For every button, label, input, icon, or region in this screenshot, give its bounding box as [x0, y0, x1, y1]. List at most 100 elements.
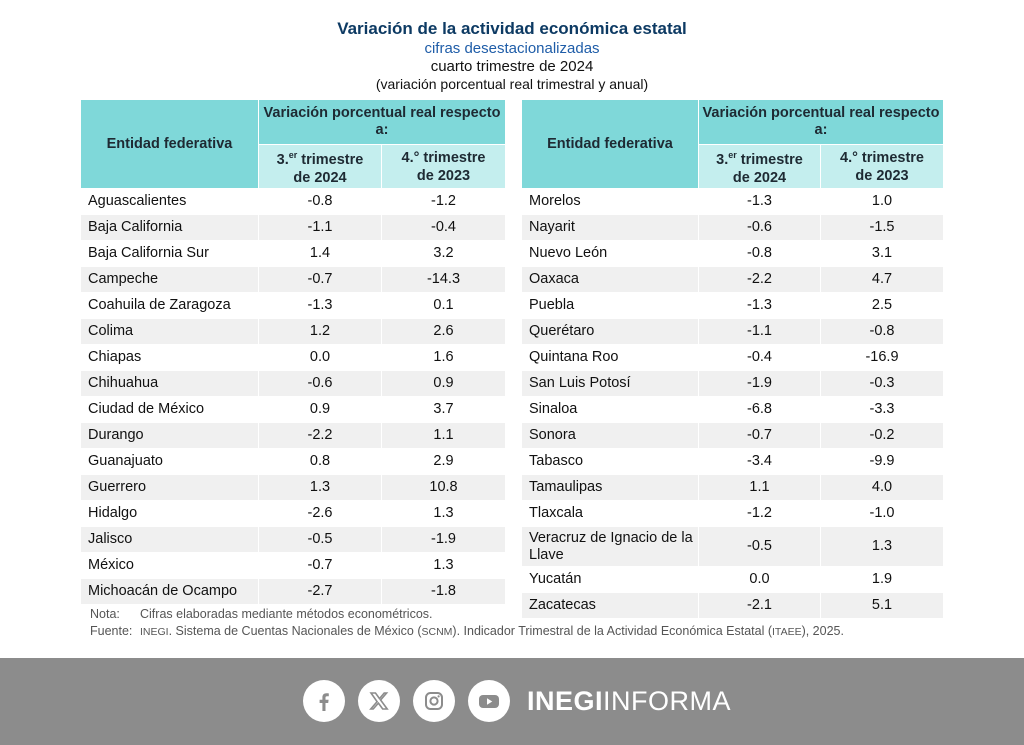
- annual-change: -1.0: [819, 500, 945, 527]
- annual-change: 1.3: [380, 552, 507, 579]
- table-row: Ciudad de México 0.9 3.7: [80, 396, 507, 423]
- table-row: Campeche -0.7 -14.3: [80, 266, 507, 293]
- state-name: Yucatán: [521, 566, 699, 593]
- left-table-body: Aguascalientes -0.8 -1.2 Baja California -1.…: [80, 188, 507, 605]
- x-icon[interactable]: [358, 680, 400, 722]
- state-name: Ciudad de México: [80, 396, 259, 423]
- entity-header: Entidad federativa: [80, 99, 259, 189]
- facebook-icon[interactable]: [303, 680, 345, 722]
- annual-change: -1.2: [380, 188, 507, 215]
- notes-block: Nota: Cifras elaboradas mediante métodos …: [90, 606, 844, 641]
- quarterly-change: 1.3: [258, 474, 382, 501]
- table-row: Chiapas 0.0 1.6: [80, 344, 507, 371]
- entity-header: Entidad federativa: [521, 99, 699, 189]
- table-row: Oaxaca -2.2 4.7: [521, 266, 945, 293]
- state-name: Jalisco: [80, 526, 259, 553]
- annual-change: 1.9: [819, 566, 945, 593]
- table-row: San Luis Potosí -1.9 -0.3: [521, 370, 945, 397]
- table-row: Puebla -1.3 2.5: [521, 292, 945, 319]
- table-row: Guanajuato 0.8 2.9: [80, 448, 507, 475]
- source-label: Fuente:: [90, 624, 133, 638]
- table-row: Colima 1.2 2.6: [80, 318, 507, 345]
- annual-change: -0.2: [819, 422, 945, 449]
- state-name: Guerrero: [80, 474, 259, 501]
- state-name: Colima: [80, 318, 259, 345]
- instagram-icon[interactable]: [413, 680, 455, 722]
- table-row: Hidalgo -2.6 1.3: [80, 500, 507, 527]
- table-row: Sonora -0.7 -0.2: [521, 422, 945, 449]
- note-text: Cifras elaboradas mediante métodos econo…: [140, 607, 433, 621]
- right-table: Entidad federativa Variación porcentual …: [521, 99, 945, 619]
- state-name: Coahuila de Zaragoza: [80, 292, 259, 319]
- quarterly-change: -0.7: [698, 422, 821, 449]
- annual-change: 2.5: [819, 292, 945, 319]
- table-row: Querétaro -1.1 -0.8: [521, 318, 945, 345]
- annual-change: 5.1: [819, 592, 945, 619]
- table-row: Chihuahua -0.6 0.9: [80, 370, 507, 397]
- quarterly-change: 1.2: [258, 318, 382, 345]
- state-name: Nayarit: [521, 214, 699, 241]
- quarterly-change: -2.6: [258, 500, 382, 527]
- annual-change: 4.0: [819, 474, 945, 501]
- quarterly-change: 0.8: [258, 448, 382, 475]
- annual-change: 2.6: [380, 318, 507, 345]
- quarterly-change: -0.7: [258, 552, 382, 579]
- quarterly-change: 0.9: [258, 396, 382, 423]
- quarterly-change: -0.8: [258, 188, 382, 215]
- annual-change: 0.1: [380, 292, 507, 319]
- quarterly-change: -0.5: [698, 526, 821, 567]
- quarterly-change: -0.6: [258, 370, 382, 397]
- table-row: Baja California -1.1 -0.4: [80, 214, 507, 241]
- annual-header: 4.° trimestre de 2023: [819, 144, 945, 189]
- quarterly-change: -1.1: [698, 318, 821, 345]
- state-name: Puebla: [521, 292, 699, 319]
- state-name: Chihuahua: [80, 370, 259, 397]
- quarterly-change: -0.5: [258, 526, 382, 553]
- annual-change: -9.9: [819, 448, 945, 475]
- annual-change: -3.3: [819, 396, 945, 423]
- annual-change: 1.6: [380, 344, 507, 371]
- brand-logo: INEGIINFORMA: [527, 685, 732, 716]
- page-subtitle: cifras desestacionalizadas: [424, 40, 600, 57]
- table-row: Yucatán 0.0 1.9: [521, 566, 945, 593]
- state-name: Sinaloa: [521, 396, 699, 423]
- annual-change: 0.9: [380, 370, 507, 397]
- annual-change: 1.3: [819, 526, 945, 567]
- variation-header: Variación porcentual real respecto a:: [697, 99, 945, 145]
- state-name: Hidalgo: [80, 500, 259, 527]
- state-name: Querétaro: [521, 318, 699, 345]
- table-row: Michoacán de Ocampo -2.7 -1.8: [80, 578, 507, 605]
- period-label: cuarto trimestre de 2024: [430, 58, 594, 75]
- table-row: Nuevo León -0.8 3.1: [521, 240, 945, 267]
- annual-change: 3.2: [380, 240, 507, 267]
- annual-change: -1.9: [380, 526, 507, 553]
- quarterly-header: 3.er trimestre de 2024: [698, 144, 821, 189]
- quarterly-change: 0.0: [698, 566, 821, 593]
- table-row: Coahuila de Zaragoza -1.3 0.1: [80, 292, 507, 319]
- state-name: Sonora: [521, 422, 699, 449]
- annual-header: 4.° trimestre de 2023: [380, 144, 507, 189]
- state-name: Quintana Roo: [521, 344, 699, 371]
- quarterly-change: -1.2: [698, 500, 821, 527]
- table-row: Nayarit -0.6 -1.5: [521, 214, 945, 241]
- quarterly-change: -0.8: [698, 240, 821, 267]
- table-row: Tabasco -3.4 -9.9: [521, 448, 945, 475]
- annual-change: 3.1: [819, 240, 945, 267]
- annual-change: 1.1: [380, 422, 507, 449]
- state-name: México: [80, 552, 259, 579]
- state-name: Michoacán de Ocampo: [80, 578, 259, 605]
- variation-header: Variación porcentual real respecto a:: [257, 99, 507, 145]
- youtube-icon[interactable]: [468, 680, 510, 722]
- state-name: San Luis Potosí: [521, 370, 699, 397]
- annual-change: -0.4: [380, 214, 507, 241]
- left-table: Entidad federativa Variación porcentual …: [80, 99, 507, 605]
- annual-change: 2.9: [380, 448, 507, 475]
- annual-change: 1.0: [819, 188, 945, 215]
- annual-change: 10.8: [380, 474, 507, 501]
- table-row: Aguascalientes -0.8 -1.2: [80, 188, 507, 215]
- state-name: Nuevo León: [521, 240, 699, 267]
- title-block: Variación de la actividad económica esta…: [0, 18, 1024, 92]
- quarterly-change: -0.4: [698, 344, 821, 371]
- note-line: Nota: Cifras elaboradas mediante métodos …: [90, 606, 844, 623]
- table-row: Quintana Roo -0.4 -16.9: [521, 344, 945, 371]
